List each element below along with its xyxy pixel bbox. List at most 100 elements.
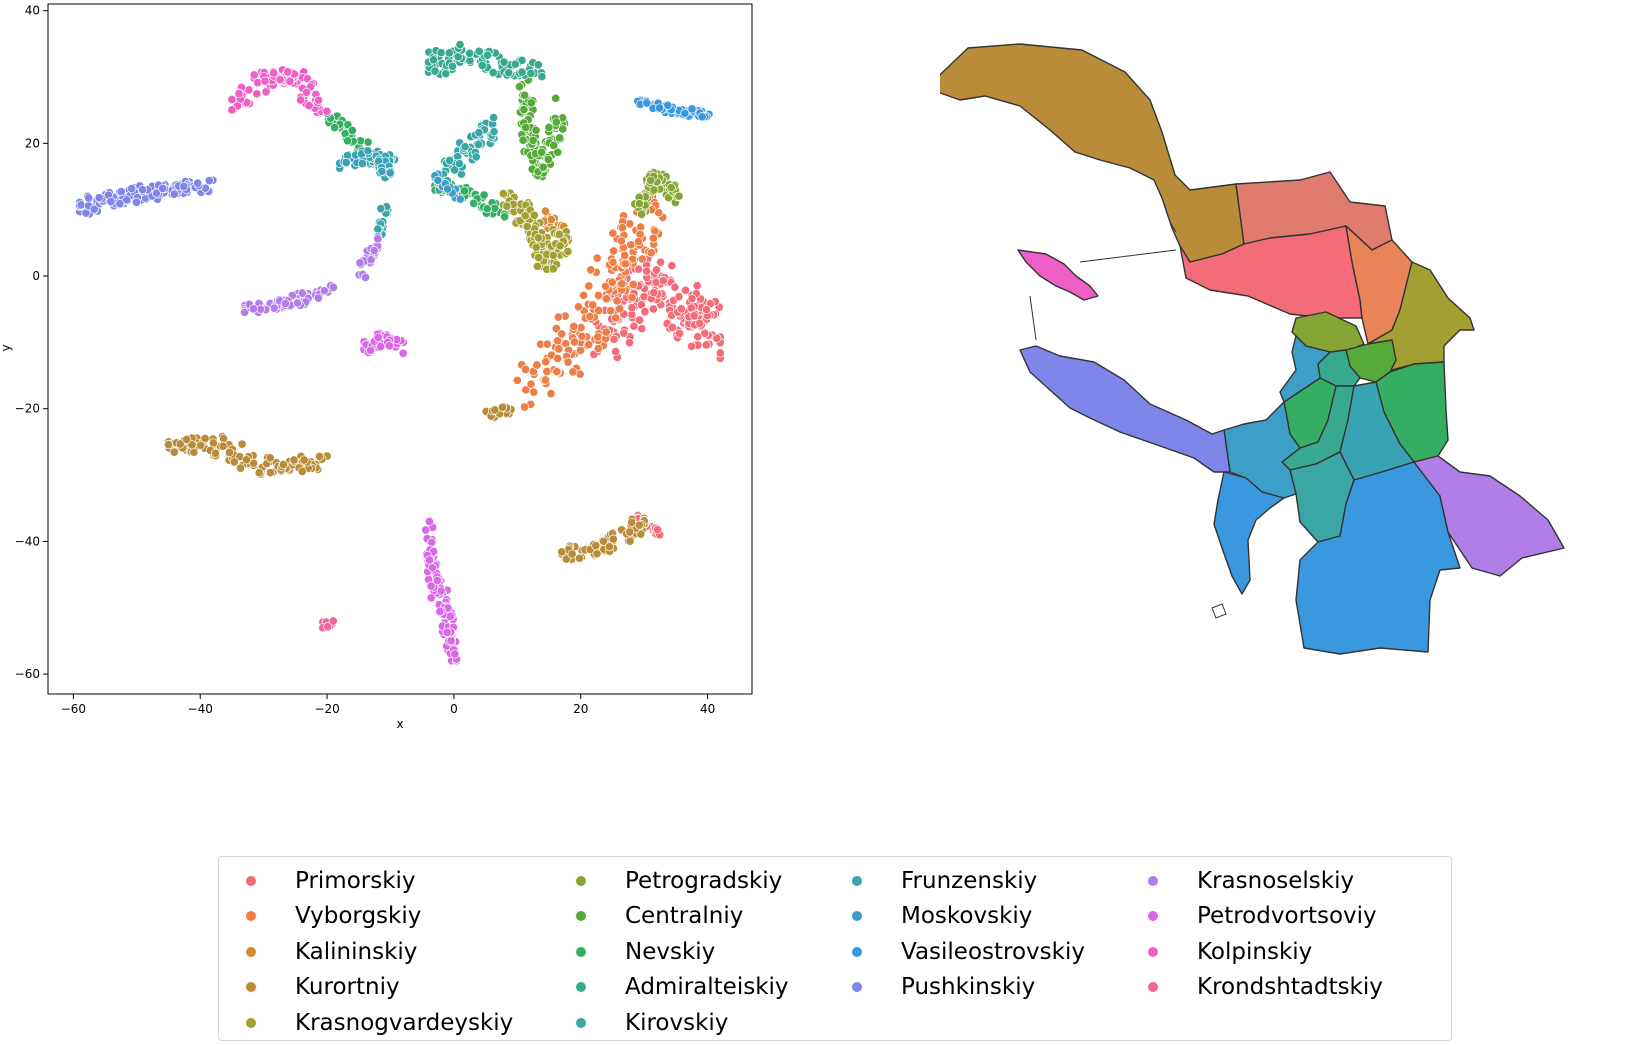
scatter-point (315, 451, 325, 461)
scatter-point (357, 158, 367, 169)
scatter-point (445, 611, 455, 622)
scatter-point (680, 108, 690, 118)
scatter-point (479, 190, 489, 200)
scatter-point (626, 240, 636, 250)
scatter-point (577, 331, 587, 341)
scatter-point (676, 304, 686, 314)
scatter-point (355, 258, 365, 268)
scatter-point (435, 606, 445, 617)
series-krasnoselskiy (240, 232, 383, 317)
scatter-point (649, 185, 659, 195)
scatter-point (531, 242, 541, 252)
scatter-point (474, 128, 484, 138)
scatter-point (563, 246, 573, 257)
legend-label: Frunzenskiy (901, 867, 1038, 894)
scatter-point (151, 188, 162, 198)
scatter-point (229, 457, 239, 467)
legend-marker (1147, 945, 1159, 958)
scatter-point (278, 460, 288, 470)
scatter-point (517, 67, 527, 77)
scatter-point (330, 123, 340, 133)
map-region-pushkinskiy (1019, 345, 1231, 473)
legend-marker (1147, 981, 1159, 994)
series-pushkinskiy (75, 175, 218, 219)
map-region-moskovskiy-south (1213, 471, 1285, 595)
scatter-point (365, 345, 376, 356)
scatter-point (538, 162, 548, 172)
scatter-point (424, 516, 434, 527)
scatter-point (369, 246, 379, 256)
legend-item: Petrodvortsoviy (1121, 899, 1383, 935)
series-petrodvortsoviy (359, 328, 462, 666)
scatter-point (663, 100, 673, 110)
scatter-point (249, 70, 259, 80)
scatter-point (450, 649, 460, 659)
scatter-point (235, 463, 246, 473)
scatter-point (608, 257, 618, 267)
scatter-point (477, 60, 487, 71)
scatter-point (313, 293, 323, 303)
scatter-point (445, 155, 455, 166)
scatter-point (573, 302, 584, 312)
scatter-point (553, 353, 563, 364)
y-tick-label: −60 (15, 667, 40, 681)
scatter-point (504, 68, 514, 78)
scatter-point (210, 448, 220, 458)
legend-column: Primorskiy Vyborgskiy Kalininskiy Kurortniy… (219, 863, 513, 1041)
legend-marker (851, 910, 863, 923)
scatter-point (218, 441, 228, 451)
scatter-point (579, 290, 589, 300)
scatter-point (122, 195, 132, 205)
series-admiralteiskiy (423, 40, 547, 82)
legend-marker (245, 1016, 257, 1029)
scatter-point (624, 338, 635, 348)
series-petrogradskiy (630, 168, 684, 220)
series-kurortniy (163, 402, 649, 564)
scatter-point (341, 158, 351, 168)
scatter-point (163, 440, 174, 450)
scatter-point (498, 189, 508, 199)
scatter-point (616, 236, 626, 246)
scatter-point (625, 536, 635, 546)
scatter-point (240, 307, 250, 317)
scatter-point (442, 184, 453, 194)
scatter-point (297, 288, 307, 298)
scatter-point (594, 305, 604, 316)
scatter-point (701, 340, 711, 350)
legend-label: Petrogradskiy (625, 867, 783, 894)
scatter-point (584, 339, 594, 350)
scatter-point (363, 137, 373, 147)
scatter-point (652, 525, 663, 535)
scatter-point (635, 315, 645, 325)
series-krasnogvardeyskiy (498, 188, 573, 274)
scatter-point (620, 250, 630, 260)
scatter-point (514, 82, 525, 92)
scatter-point (617, 223, 627, 233)
x-axis-ticks: −60 −40 −20 0 20 40 (61, 694, 715, 716)
scatter-point (460, 142, 470, 152)
scatter-point (426, 581, 436, 591)
plot-frame (47, 3, 753, 695)
scatter-point (489, 127, 499, 137)
scatter-point (175, 439, 185, 449)
scatter-point (701, 305, 711, 315)
map-island-outline (1211, 603, 1227, 619)
x-tick-label: −20 (314, 702, 339, 716)
scatter-point (554, 229, 564, 239)
scatter-point (611, 347, 621, 357)
scatter-point (323, 622, 333, 632)
scatter-point (428, 55, 439, 65)
scatter-point (432, 575, 442, 586)
scatter-point (444, 48, 454, 58)
series-krondshtadtskiy (318, 616, 338, 633)
scatter-point (363, 146, 373, 156)
scatter-point (328, 282, 338, 292)
scatter-plot: −60 −40 −20 0 20 40 −60 −40 −20 0 20 40 x y (0, 3, 753, 731)
scatter-point (529, 387, 539, 397)
scatter-point (265, 453, 275, 463)
scatter-point (646, 175, 656, 185)
legend-item: Pushkinskiy (825, 970, 1085, 1006)
legend-item: Nevskiy (549, 934, 789, 970)
legend-marker (245, 910, 257, 923)
scatter-point (615, 304, 625, 314)
